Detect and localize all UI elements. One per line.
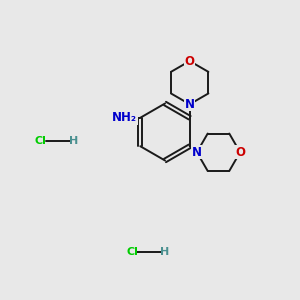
Text: N: N <box>185 98 195 111</box>
Text: O: O <box>235 146 245 159</box>
Text: Cl: Cl <box>34 136 46 146</box>
Text: Cl: Cl <box>126 247 138 257</box>
Text: NH₂: NH₂ <box>112 111 137 124</box>
Text: H: H <box>160 247 169 257</box>
Text: O: O <box>185 55 195 68</box>
Text: H: H <box>69 136 78 146</box>
Text: N: N <box>192 146 202 159</box>
